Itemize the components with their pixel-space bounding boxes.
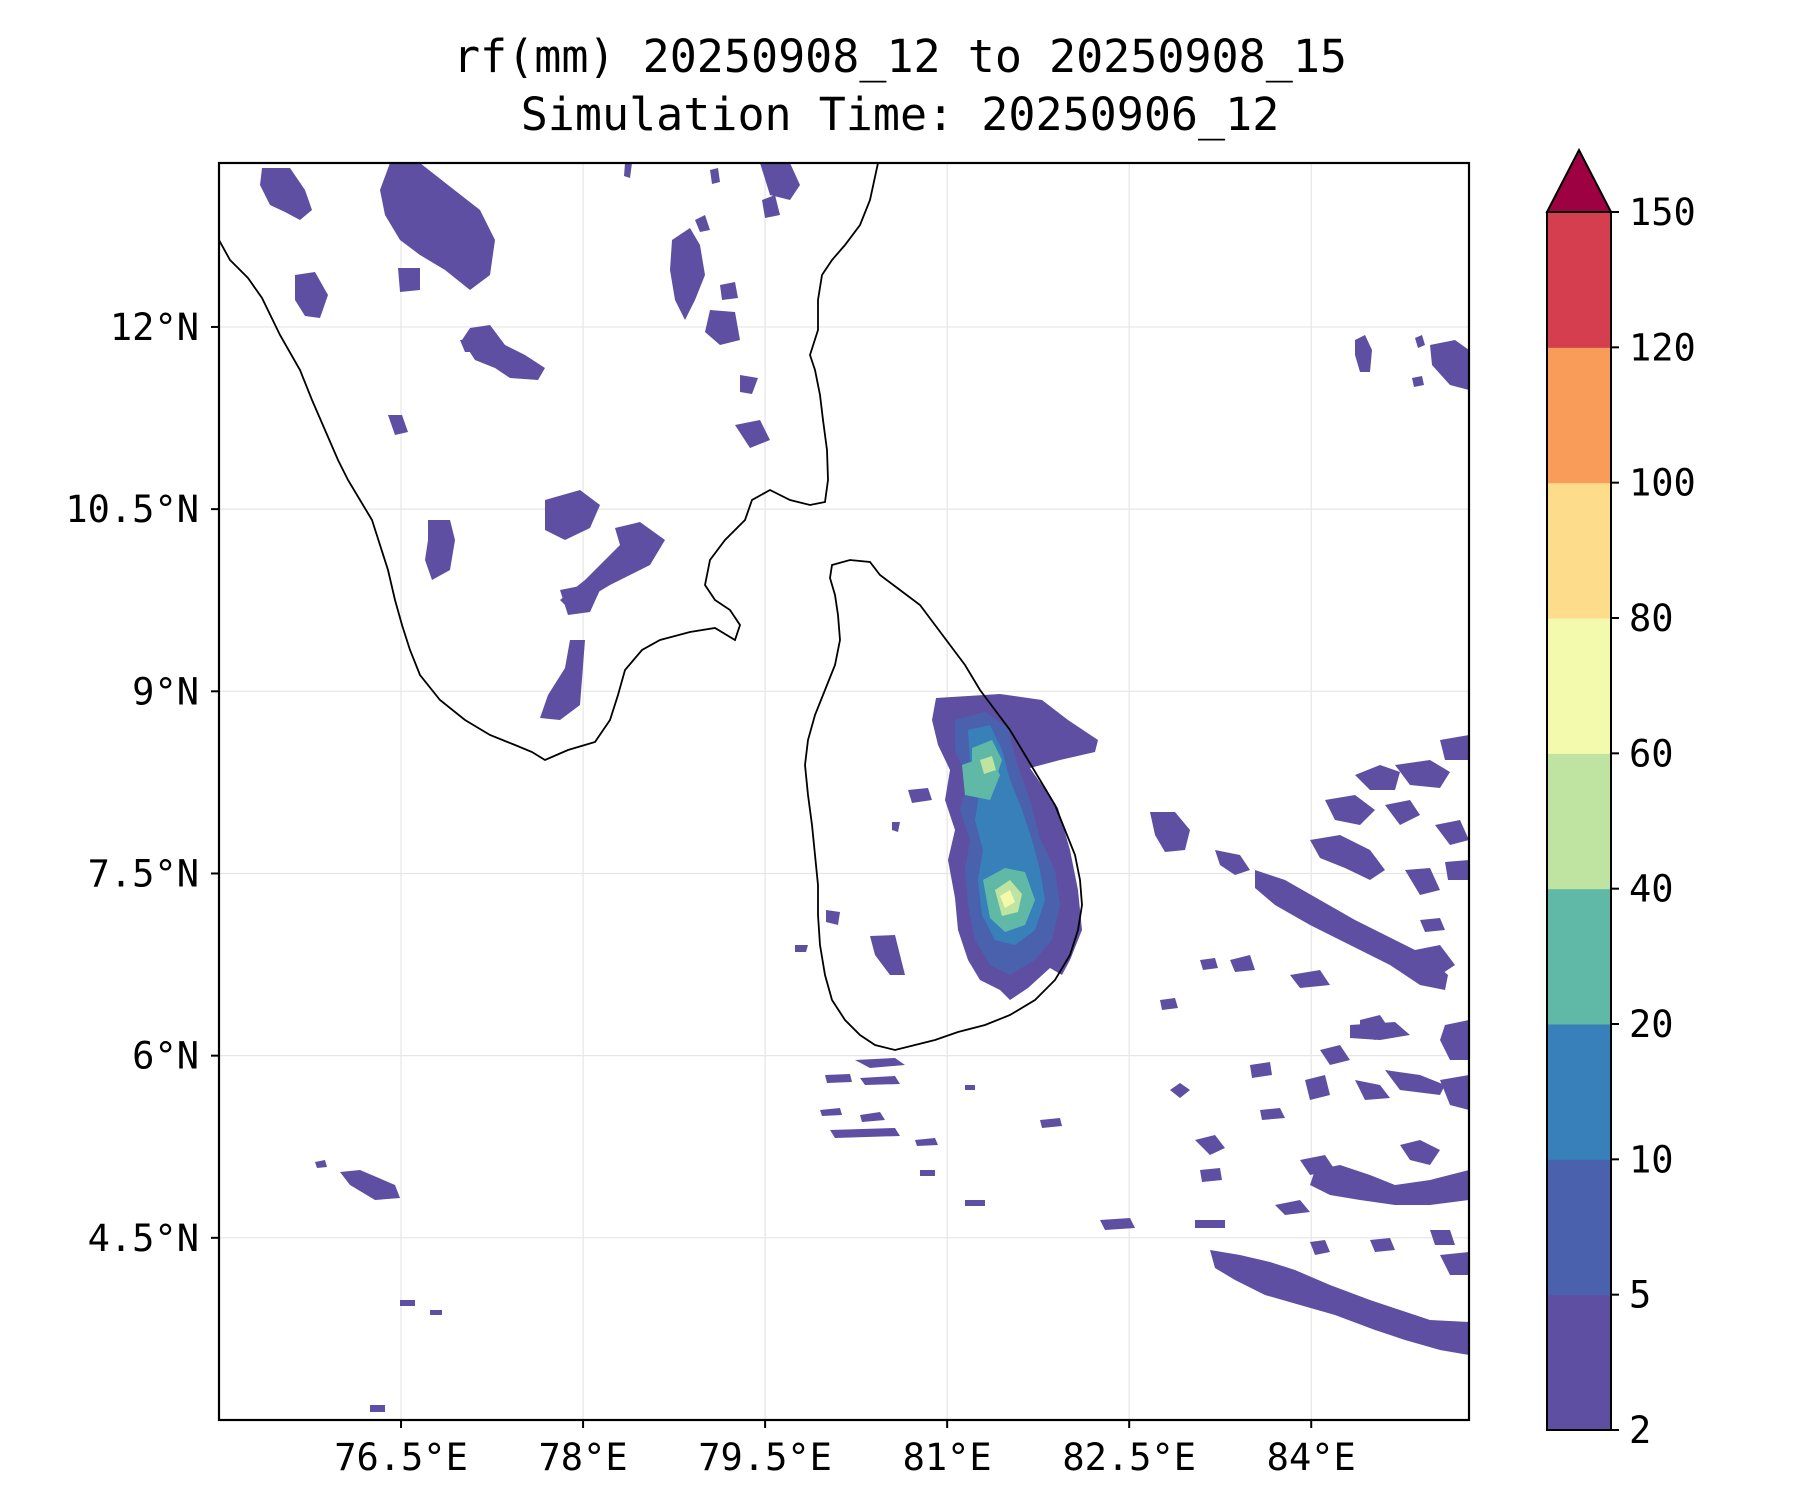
map-gridlines [219,163,1469,1420]
lon-tick-label: 76.5°E [334,1436,468,1479]
colorbar-segment [1547,1294,1611,1431]
colorbar-extend-triangle [1545,147,1613,213]
colorbar-segment [1547,1024,1611,1160]
lat-tick-label: 6°N [132,1035,199,1078]
colorbar-tick-label: 2 [1629,1409,1651,1452]
map-frame [217,161,1471,1422]
coastlines [219,163,1083,1051]
rain-patches-bay-of-bengal [1100,735,1469,1355]
colorbar-frame [1546,211,1612,1431]
colorbar-segment [1547,753,1611,890]
colorbar-tick-label: 80 [1629,597,1674,640]
lat-tick-label: 10.5°N [65,488,199,531]
lon-tick-label: 81°E [903,1436,992,1479]
lon-tick-label: 82.5°E [1062,1436,1196,1479]
colorbar-tick-label: 20 [1629,1003,1674,1046]
colorbar-tick-label: 40 [1629,868,1674,911]
colorbar-segment [1547,618,1611,754]
colorbar-segment [1547,212,1611,348]
chart-title-line1: rf(mm) 20250908_12 to 20250908_15 [452,30,1348,83]
rain-patches-sri-lanka-satellite [795,788,932,975]
colorbar-tick-label: 100 [1629,462,1696,505]
colorbar-segment [1547,482,1611,619]
lat-tick-label: 9°N [132,670,199,713]
lat-tick-label: 7.5°N [88,852,199,895]
colorbar: 2 5 10 20 40 60 80 100 120 150 [1545,147,1696,1452]
latitude-ticks: 12°N 10.5°N 9°N 7.5°N 6°N 4.5°N [65,306,219,1260]
rain-patch-sri-lanka [932,694,1098,1000]
colorbar-tick-label: 60 [1629,732,1674,775]
colorbar-tick-label: 150 [1629,191,1696,234]
chart-title-line2: Simulation Time: 20250906_12 [520,88,1280,141]
colorbar-segment [1547,347,1611,484]
lon-tick-label: 78°E [539,1436,628,1479]
sri-lanka-coastline [804,559,1083,1051]
colorbar-segment [1547,888,1611,1025]
colorbar-tick-label: 120 [1629,326,1696,369]
lon-tick-label: 84°E [1267,1436,1356,1479]
longitude-ticks: 76.5°E 78°E 79.5°E 81°E 82.5°E 84°E [334,1420,1356,1479]
lat-tick-label: 12°N [110,306,199,349]
rain-patches-south [315,1058,1062,1412]
lon-tick-label: 79.5°E [698,1436,832,1479]
rainfall-field [260,163,1469,1412]
lat-tick-label: 4.5°N [88,1217,199,1260]
india-coastline [219,163,879,762]
colorbar-tick-label: 5 [1629,1274,1651,1317]
colorbar-segment [1547,1159,1611,1296]
colorbar-tick-label: 10 [1629,1138,1674,1181]
rain-patches-india [260,163,800,720]
rain-patches-north-east [1355,335,1469,390]
chart-title: rf(mm) 20250908_12 to 20250908_15 Simula… [0,28,1800,144]
